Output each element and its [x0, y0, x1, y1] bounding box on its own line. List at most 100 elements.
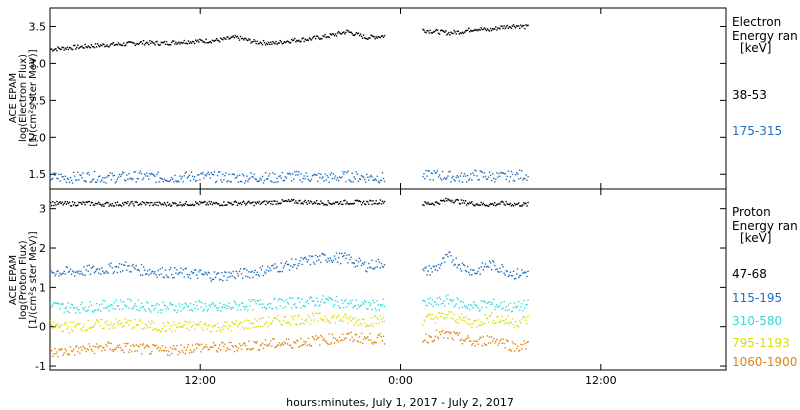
proton-ylabel-line-3: [1/(cm²s ster MeV)]	[28, 231, 39, 328]
point-proton-4-0-94	[148, 346, 150, 348]
point-proton-2-0-140	[196, 304, 198, 307]
point-proton-4-0-277	[338, 336, 341, 338]
point-proton-1-0-199	[257, 274, 259, 276]
point-electron-1-1-49	[473, 174, 475, 177]
point-proton-4-1-71	[496, 338, 498, 341]
point-proton-2-0-154	[210, 303, 213, 306]
point-electron-1-0-162	[219, 171, 221, 173]
point-proton-2-1-72	[497, 306, 499, 309]
point-proton-3-0-118	[173, 321, 175, 323]
point-electron-0-0-32	[83, 47, 85, 49]
point-electron-0-0-15	[65, 48, 68, 50]
point-proton-3-0-172	[229, 325, 231, 328]
point-proton-0-0-101	[155, 204, 157, 206]
point-proton-2-0-149	[205, 305, 207, 308]
point-proton-3-1-50	[474, 319, 476, 322]
point-proton-4-1-18	[440, 331, 443, 333]
point-proton-1-0-302	[365, 270, 367, 272]
point-proton-1-0-80	[133, 266, 135, 269]
point-proton-4-0-188	[246, 348, 248, 351]
point-proton-4-0-176	[233, 350, 236, 353]
point-proton-4-0-189	[247, 348, 249, 350]
point-proton-2-0-241	[301, 298, 303, 300]
point-proton-3-0-23	[73, 325, 76, 328]
point-proton-3-0-241	[301, 318, 303, 320]
point-proton-2-0-315	[378, 309, 381, 311]
point-proton-0-1-15	[437, 202, 440, 205]
point-proton-0-0-98	[152, 204, 154, 207]
point-proton-2-0-24	[75, 312, 77, 314]
point-proton-1-0-258	[319, 255, 321, 257]
point-electron-0-0-141	[197, 39, 199, 41]
point-electron-0-0-119	[174, 43, 176, 45]
point-electron-1-0-86	[139, 170, 142, 172]
point-proton-0-0-193	[251, 201, 253, 204]
point-electron-0-1-35	[458, 33, 461, 35]
point-electron-0-0-316	[379, 36, 382, 39]
point-proton-1-0-103	[157, 269, 159, 272]
point-proton-0-0-250	[310, 201, 313, 203]
point-electron-0-1-79	[504, 27, 506, 30]
point-electron-1-0-60	[112, 175, 114, 177]
point-proton-3-0-174	[231, 321, 233, 323]
point-proton-0-0-144	[200, 202, 202, 204]
point-proton-4-0-274	[335, 339, 338, 342]
point-electron-0-0-310	[373, 35, 375, 38]
point-proton-2-0-207	[265, 307, 268, 309]
point-proton-2-0-195	[253, 298, 255, 301]
point-electron-1-0-120	[175, 180, 177, 182]
point-proton-0-0-99	[153, 203, 155, 206]
point-electron-1-1-14	[436, 169, 439, 172]
point-proton-0-0-118	[173, 202, 175, 205]
point-proton-1-1-13	[435, 265, 438, 267]
point-electron-1-0-209	[268, 175, 270, 177]
point-proton-4-0-219	[278, 342, 280, 344]
point-proton-0-0-207	[265, 200, 268, 203]
point-electron-0-0-66	[118, 43, 121, 46]
point-proton-4-1-58	[482, 335, 485, 338]
point-proton-1-0-173	[230, 272, 232, 275]
point-proton-4-0-221	[280, 343, 282, 346]
point-electron-1-0-47	[99, 175, 101, 177]
point-proton-1-0-74	[127, 265, 129, 267]
point-electron-1-1-92	[518, 178, 520, 180]
point-proton-0-0-50	[102, 203, 104, 206]
point-electron-1-0-124	[179, 175, 181, 177]
point-proton-1-0-171	[228, 271, 230, 273]
point-electron-0-0-125	[180, 41, 182, 44]
y-tick-label-electron-0: 1.5	[29, 168, 47, 181]
point-proton-0-0-241	[301, 202, 303, 204]
point-proton-2-0-320	[383, 305, 386, 308]
point-proton-1-0-313	[376, 266, 378, 268]
point-electron-0-0-99	[153, 42, 155, 44]
point-proton-1-0-31	[82, 274, 84, 276]
point-proton-0-1-52	[476, 203, 478, 205]
point-proton-1-1-101	[527, 270, 529, 272]
point-proton-4-1-10	[432, 340, 435, 343]
point-proton-4-1-5	[427, 342, 429, 344]
point-proton-3-0-169	[226, 321, 228, 323]
point-proton-1-0-264	[325, 259, 327, 262]
point-electron-0-1-71	[496, 29, 498, 31]
point-proton-0-0-39	[90, 201, 93, 204]
point-proton-1-0-265	[326, 261, 328, 263]
point-proton-4-0-149	[205, 344, 207, 346]
point-electron-1-0-250	[310, 178, 313, 181]
point-proton-4-0-55	[107, 341, 109, 343]
point-proton-2-0-98	[152, 304, 154, 307]
point-electron-1-1-2	[424, 177, 426, 180]
point-proton-3-0-298	[360, 324, 363, 326]
point-proton-4-0-16	[66, 353, 69, 355]
point-proton-1-0-148	[204, 271, 206, 273]
point-proton-0-0-164	[221, 204, 223, 206]
point-proton-2-1-13	[435, 303, 438, 305]
point-electron-0-0-61	[113, 44, 116, 47]
point-proton-2-0-101	[155, 304, 157, 306]
point-electron-0-0-25	[76, 46, 78, 49]
point-proton-3-0-8	[58, 326, 60, 329]
point-electron-0-1-92	[518, 25, 520, 27]
point-proton-1-1-82	[507, 275, 509, 278]
point-proton-3-0-303	[366, 324, 368, 326]
point-electron-1-0-203	[261, 175, 264, 178]
point-proton-1-0-72	[125, 261, 127, 263]
